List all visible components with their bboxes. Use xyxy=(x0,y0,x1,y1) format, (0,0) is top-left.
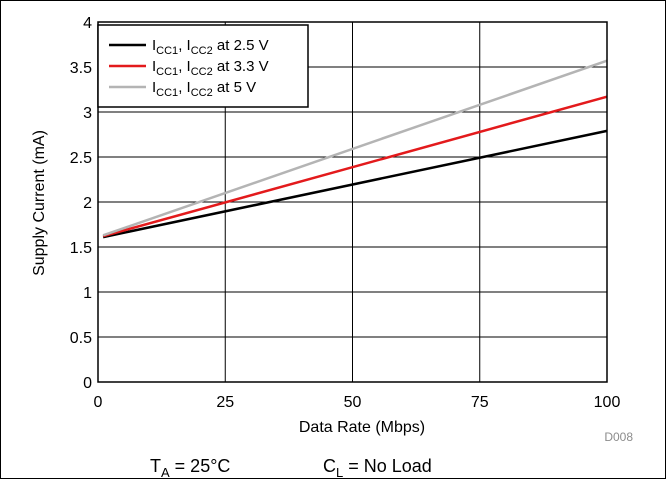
y-tick-label: 1.5 xyxy=(70,240,92,257)
y-tick-label: 3.5 xyxy=(70,60,92,77)
x-tick-label: 25 xyxy=(216,394,234,411)
y-tick-label: 1 xyxy=(83,285,92,302)
y-tick-label: 4 xyxy=(83,15,92,32)
x-tick-label: 50 xyxy=(344,394,362,411)
legend-entry-1: ICC1, ICC2 at 2.5 V xyxy=(152,37,269,57)
y-tick-labels: 0 0.5 1 1.5 2 2.5 3 3.5 4 xyxy=(70,15,92,392)
x-tick-label: 0 xyxy=(94,394,103,411)
figure-code: D008 xyxy=(604,430,633,444)
plot-area xyxy=(97,21,608,383)
legend-entry-3: ICC1, ICC2 at 5 V xyxy=(152,79,256,99)
x-tick-labels: 0 25 50 75 100 xyxy=(94,394,621,411)
series-line-2 xyxy=(102,95,608,238)
y-tick-label: 2 xyxy=(83,195,92,212)
legend-entry-2: ICC1, ICC2 at 3.3 V xyxy=(152,58,269,78)
load-capacitance-condition: CL = No Load xyxy=(323,456,432,479)
y-tick-label: 3 xyxy=(83,105,92,122)
y-tick-label: 2.5 xyxy=(70,150,92,167)
y-axis-label: Supply Current (mA) xyxy=(31,130,48,276)
x-axis-label: Data Rate (Mbps) xyxy=(299,419,425,436)
x-tick-label: 75 xyxy=(471,394,489,411)
ambient-temperature-condition: TA = 25°C xyxy=(150,456,230,479)
series-line-3 xyxy=(102,59,608,237)
y-tick-label: 0.5 xyxy=(70,330,92,347)
series-line-1 xyxy=(102,129,608,239)
y-tick-label: 0 xyxy=(83,375,92,392)
series-lines xyxy=(102,59,608,239)
x-tick-label: 100 xyxy=(594,394,621,411)
